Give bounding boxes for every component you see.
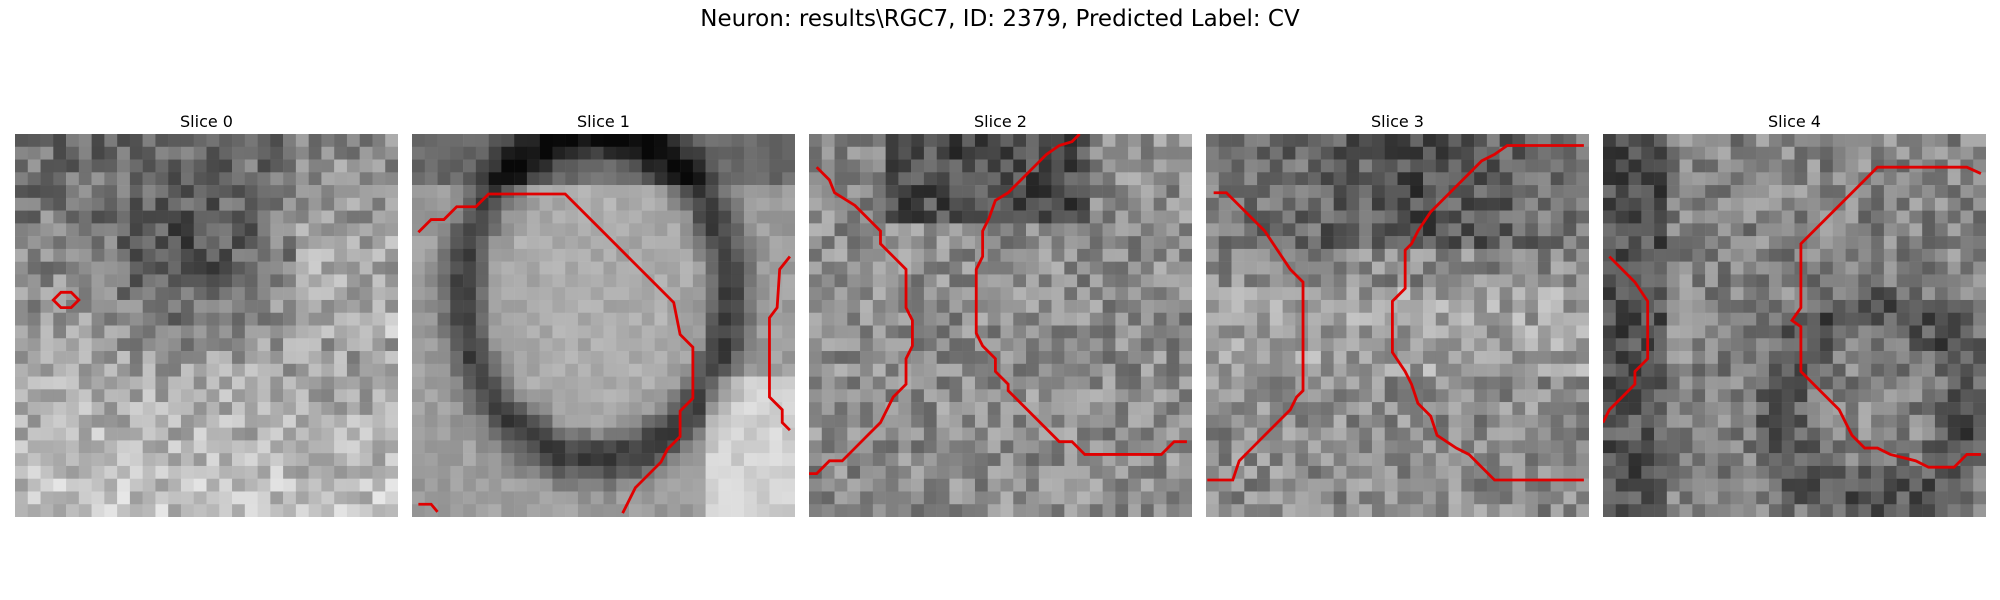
slice-title: Slice 3 — [1206, 110, 1589, 134]
figure-title: Neuron: results\RGC7, ID: 2379, Predicte… — [0, 6, 2000, 32]
slice-image — [1206, 134, 1589, 517]
slice-panel-0: Slice 0 — [15, 110, 398, 517]
slice-title: Slice 4 — [1603, 110, 1986, 134]
slice-image — [15, 134, 398, 517]
slice-image — [412, 134, 795, 517]
slice-panel-2: Slice 2 — [809, 110, 1192, 517]
slice-panel-3: Slice 3 — [1206, 110, 1589, 517]
slice-title: Slice 2 — [809, 110, 1192, 134]
slice-image — [1603, 134, 1986, 517]
slice-image — [809, 134, 1192, 517]
slice-title: Slice 0 — [15, 110, 398, 134]
slice-title: Slice 1 — [412, 110, 795, 134]
slice-panel-4: Slice 4 — [1603, 110, 1986, 517]
slice-panel-1: Slice 1 — [412, 110, 795, 517]
